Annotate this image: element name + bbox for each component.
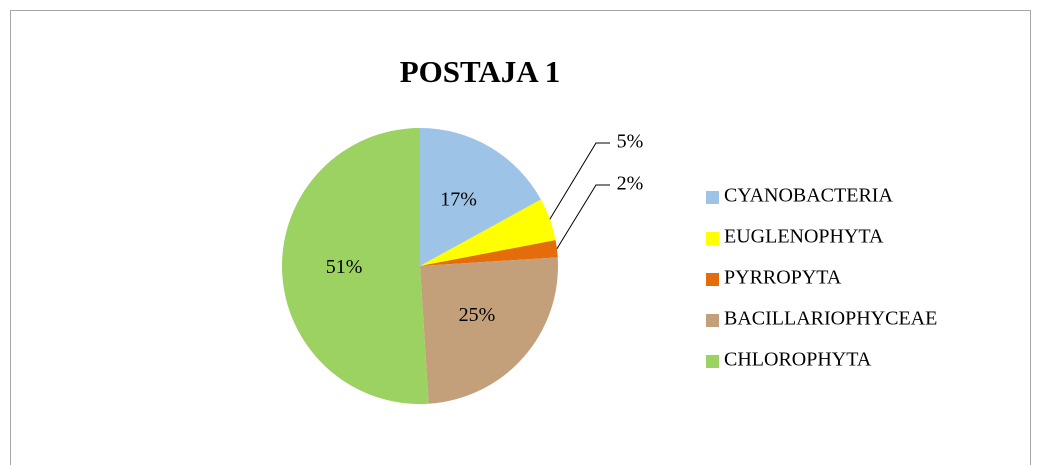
legend-label: CYANOBACTERIA — [724, 185, 893, 207]
data-label: 25% — [459, 304, 496, 326]
legend-label: BACILLARIOPHYCEAE — [724, 308, 937, 330]
pie-slice — [282, 128, 429, 404]
data-label: 17% — [440, 188, 477, 210]
pie-slice — [420, 257, 558, 404]
data-label: 51% — [326, 256, 363, 278]
legend-label: PYRROPYTA — [724, 267, 842, 289]
data-label: 5% — [617, 131, 644, 153]
legend-swatch — [706, 232, 719, 245]
leader-line — [556, 184, 610, 249]
leader-line — [549, 142, 610, 220]
legend-swatch — [706, 355, 719, 368]
data-label: 2% — [617, 173, 644, 195]
pie-slice — [420, 199, 556, 266]
chart-title: POSTAJA 1 — [400, 54, 560, 89]
legend-label: EUGLENOPHYTA — [724, 226, 884, 248]
legend-label: CHLOROPHYTA — [724, 349, 872, 371]
legend-swatch — [706, 273, 719, 286]
legend-swatch — [706, 191, 719, 204]
pie-slice — [420, 240, 558, 266]
pie-slice — [420, 128, 541, 266]
legend-swatch — [706, 314, 719, 327]
